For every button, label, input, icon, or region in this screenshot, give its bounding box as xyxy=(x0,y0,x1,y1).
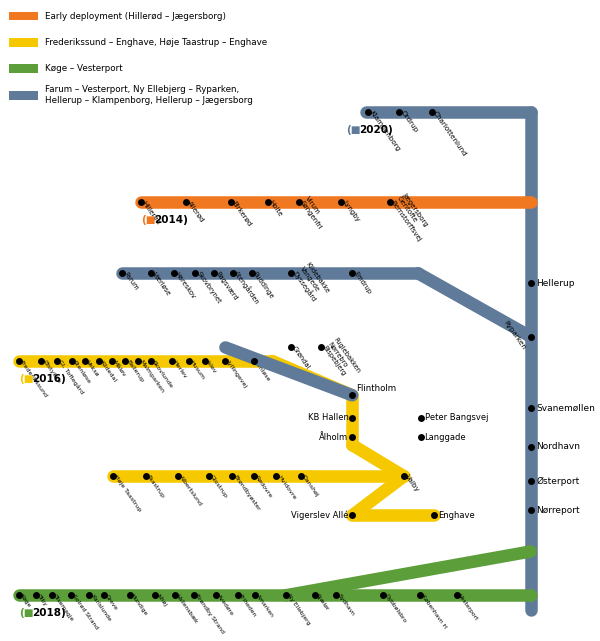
Text: Jægersborg
Gentofte
Bernstorffsvej: Jægersborg Gentofte Bernstorffsvej xyxy=(390,192,434,243)
Text: Skovlunde: Skovlunde xyxy=(151,359,174,389)
Text: Dybbølsbro: Dybbølsbro xyxy=(383,594,407,624)
Text: Solrød Strand: Solrød Strand xyxy=(71,594,99,630)
Text: Værløse: Værløse xyxy=(151,271,172,297)
Text: Danshøj: Danshøj xyxy=(301,474,319,498)
Text: Husum: Husum xyxy=(189,359,206,380)
Text: Klampenborg: Klampenborg xyxy=(368,110,401,153)
Text: Taastrup: Taastrup xyxy=(146,474,165,499)
Text: Rødovre: Rødovre xyxy=(254,474,273,499)
Text: Ishøj: Ishøj xyxy=(155,594,167,608)
Text: Virum
Søngenfri: Virum Søngenfri xyxy=(299,196,329,231)
Text: Nordhavn: Nordhavn xyxy=(536,442,580,451)
Text: Islev: Islev xyxy=(205,359,217,374)
Text: Albertslund: Albertslund xyxy=(178,474,203,507)
Text: Ølstykke: Ølstykke xyxy=(41,359,61,385)
Text: Kildebakke
Vangede
Dyssegård: Kildebakke Vangede Dyssegård xyxy=(291,262,330,304)
Text: Fuglebakken
Nørrebro
Bispebjerg: Fuglebakken Nørrebro Bispebjerg xyxy=(321,337,362,383)
Text: Hareskov: Hareskov xyxy=(174,271,196,299)
Text: Hvidovre: Hvidovre xyxy=(276,474,296,501)
Text: Charlottenlund: Charlottenlund xyxy=(432,110,468,157)
Text: KB Hallen: KB Hallen xyxy=(308,413,349,422)
Text: Frederikssund: Frederikssund xyxy=(19,359,48,398)
Text: Kildedal: Kildedal xyxy=(98,359,117,383)
Text: København H: København H xyxy=(420,594,447,629)
Text: Holte: Holte xyxy=(268,199,283,218)
Text: Ryparken: Ryparken xyxy=(503,320,527,351)
Text: Vanløse: Vanløse xyxy=(254,359,272,382)
Text: Friheden: Friheden xyxy=(238,594,257,618)
Text: Vallensbæk: Vallensbæk xyxy=(175,594,199,624)
Text: Jyllingevej: Jyllingevej xyxy=(226,359,248,388)
Text: Bagsværd: Bagsværd xyxy=(214,271,238,302)
Text: Karlslunde: Karlslunde xyxy=(89,594,112,622)
Text: (■: (■ xyxy=(346,125,360,135)
Text: Avedøre: Avedøre xyxy=(216,594,235,617)
Text: Peter Bangsvej: Peter Bangsvej xyxy=(425,413,488,422)
Text: Greve: Greve xyxy=(104,594,119,611)
Text: Ålholm: Ålholm xyxy=(319,433,349,442)
Text: Vesterport: Vesterport xyxy=(457,594,479,622)
Text: Hillerød: Hillerød xyxy=(141,199,161,225)
Text: Sjælør: Sjælør xyxy=(314,594,330,612)
Text: Emdrup: Emdrup xyxy=(352,271,372,296)
Text: Amarken: Amarken xyxy=(256,594,275,619)
Text: Ølsemagje: Ølsemagje xyxy=(52,594,74,623)
Text: Langgade: Langgade xyxy=(425,433,466,442)
Text: Lyngby: Lyngby xyxy=(341,199,360,223)
Text: Køge – Vesterport: Køge – Vesterport xyxy=(45,64,123,73)
Text: Buddinge: Buddinge xyxy=(252,271,275,300)
Text: Gl. Toftegård: Gl. Toftegård xyxy=(57,359,85,395)
Text: Brøndbyøster: Brøndbyøster xyxy=(232,474,260,512)
Text: Sydhavn: Sydhavn xyxy=(336,594,355,617)
Text: 2014): 2014) xyxy=(154,215,188,224)
Text: Ordrup: Ordrup xyxy=(399,110,419,134)
Text: Stengården: Stengården xyxy=(233,270,262,306)
Text: Brøndby Strand: Brøndby Strand xyxy=(194,594,224,635)
Text: Hellerup: Hellerup xyxy=(536,279,575,288)
Text: Køge: Køge xyxy=(19,594,32,609)
Text: Veksø: Veksø xyxy=(85,359,100,378)
Text: Ballerup: Ballerup xyxy=(125,359,144,383)
FancyBboxPatch shape xyxy=(10,64,38,73)
Text: (■: (■ xyxy=(141,215,155,224)
Text: Vigerslev Allé: Vigerslev Allé xyxy=(291,511,349,520)
Text: 2016): 2016) xyxy=(32,374,65,384)
Text: Nørreport: Nørreport xyxy=(536,506,580,515)
Text: Enghave: Enghave xyxy=(438,511,475,520)
Text: 2020): 2020) xyxy=(359,125,392,135)
Text: Malmparken: Malmparken xyxy=(138,359,164,394)
FancyBboxPatch shape xyxy=(10,38,38,47)
Text: Stenløse: Stenløse xyxy=(73,359,92,384)
Text: Svanemøllen: Svanemøllen xyxy=(536,403,595,412)
Text: Frederikssund – Enghave, Høje Taastrup – Enghave: Frederikssund – Enghave, Høje Taastrup –… xyxy=(45,38,267,47)
Text: (■: (■ xyxy=(19,374,33,384)
Text: Flintholm: Flintholm xyxy=(356,385,396,394)
FancyBboxPatch shape xyxy=(10,12,38,21)
Text: Valby: Valby xyxy=(404,474,420,494)
Text: Høje Taastrup: Høje Taastrup xyxy=(113,474,142,513)
Text: Early deployment (Hillerød – Jægersborg): Early deployment (Hillerød – Jægersborg) xyxy=(45,12,226,21)
Text: (■: (■ xyxy=(19,608,33,618)
Text: Skovbrynet: Skovbrynet xyxy=(196,271,222,305)
Text: Glostrup: Glostrup xyxy=(209,474,228,499)
Text: Ølby: Ølby xyxy=(35,594,48,608)
Text: Birkerød: Birkerød xyxy=(231,199,253,227)
Text: Grøndal: Grøndal xyxy=(291,345,311,370)
Text: Måløv: Måløv xyxy=(112,359,127,378)
Text: Farum: Farum xyxy=(122,271,139,291)
Text: 2018): 2018) xyxy=(32,608,65,618)
Text: Østerport: Østerport xyxy=(536,476,580,486)
Text: Hundige: Hundige xyxy=(130,594,148,617)
Text: Ny Ellebjerg: Ny Ellebjerg xyxy=(286,594,311,626)
Text: Farum – Vesterport, Ny Ellebjerg – Ryparken,
Hellerup – Klampenborg, Hellerup – : Farum – Vesterport, Ny Ellebjerg – Rypar… xyxy=(45,85,253,105)
Text: Allerød: Allerød xyxy=(186,199,205,223)
FancyBboxPatch shape xyxy=(10,91,38,99)
Text: Herlev: Herlev xyxy=(172,359,188,379)
